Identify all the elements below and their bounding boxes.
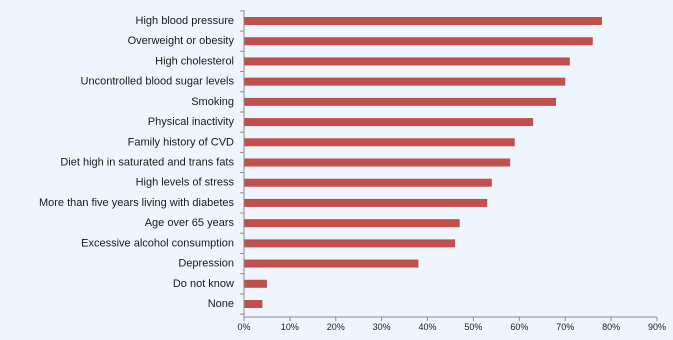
bar xyxy=(244,37,593,46)
x-tick-label: 20% xyxy=(327,322,345,332)
x-tick-label: 70% xyxy=(556,322,574,332)
category-label: Uncontrolled blood sugar levels xyxy=(81,76,235,88)
category-label: Do not know xyxy=(173,278,234,290)
bar xyxy=(244,138,515,147)
x-tick-label: 30% xyxy=(373,322,391,332)
bars-layer xyxy=(244,17,602,308)
category-label: More than five years living with diabete… xyxy=(39,197,235,209)
category-label: Diet high in saturated and trans fats xyxy=(60,157,234,169)
category-label: Family history of CVD xyxy=(128,136,234,148)
bar xyxy=(244,57,570,66)
bar xyxy=(244,259,419,268)
bar xyxy=(244,198,488,207)
category-label: High cholesterol xyxy=(155,55,234,67)
bar xyxy=(244,300,263,308)
x-tick-label: 60% xyxy=(510,322,528,332)
category-labels-layer: High blood pressure Overweight or obesity… xyxy=(39,15,235,310)
category-label: Smoking xyxy=(191,96,234,108)
bar xyxy=(244,118,534,127)
bar xyxy=(244,158,511,167)
category-label: None xyxy=(208,298,234,310)
category-label: High blood pressure xyxy=(136,15,234,27)
category-label: Depression xyxy=(178,258,234,270)
bar xyxy=(244,219,460,228)
category-label: Age over 65 years xyxy=(145,217,235,229)
x-tick-label: 90% xyxy=(648,322,666,332)
bar xyxy=(244,178,492,187)
category-label: Physical inactivity xyxy=(148,116,235,128)
x-tick-label: 10% xyxy=(281,322,299,332)
category-label: Overweight or obesity xyxy=(128,35,235,47)
bar xyxy=(244,77,566,86)
bar xyxy=(244,97,557,106)
bar xyxy=(244,17,602,25)
category-label: Excessive alcohol consumption xyxy=(81,237,234,249)
bar xyxy=(244,279,267,288)
x-tick-label: 0% xyxy=(237,322,250,332)
x-tick-label: 80% xyxy=(602,322,620,332)
axes-layer: 0% 10% 20% 30% 40% 50% 60% 70% 80% 90% xyxy=(237,10,666,332)
x-tick-label: 40% xyxy=(419,322,437,332)
x-tick-label: 50% xyxy=(464,322,482,332)
category-label: High levels of stress xyxy=(136,177,235,189)
bar xyxy=(244,239,456,248)
